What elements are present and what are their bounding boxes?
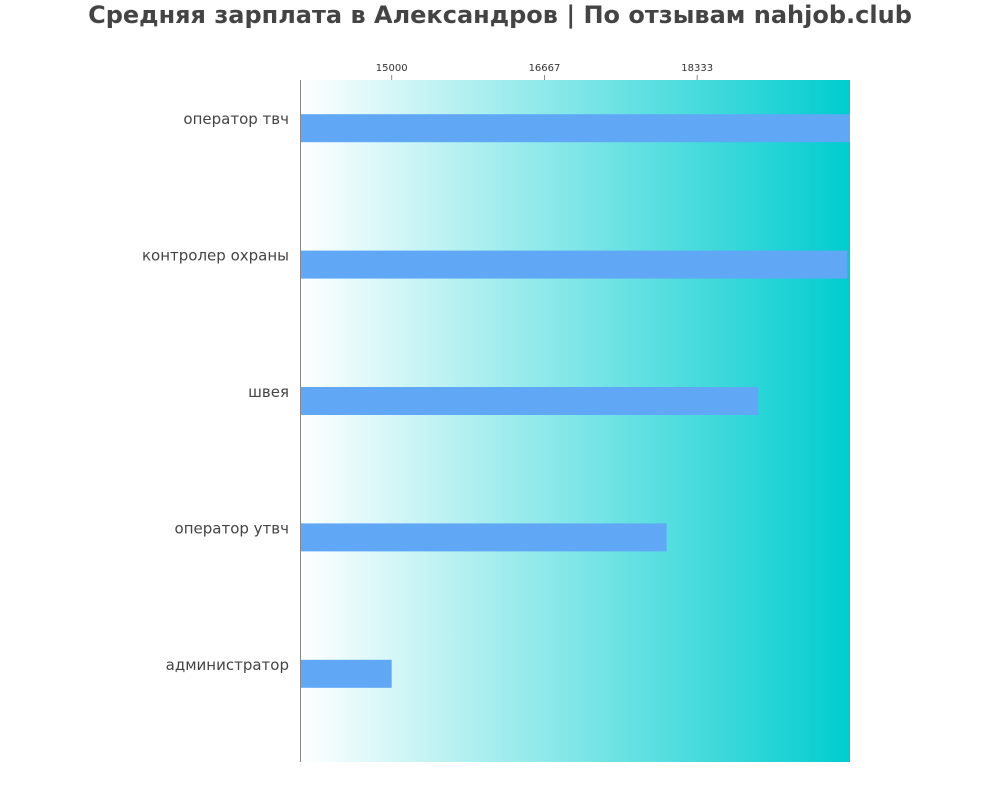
bar xyxy=(301,659,392,688)
category-label: швея xyxy=(248,383,289,401)
category-label: оператор утвч xyxy=(175,519,289,537)
x-tick-label: 15000 xyxy=(376,63,408,74)
category-label: контролер охраны xyxy=(142,247,289,265)
category-label: оператор твч xyxy=(183,110,289,128)
bar xyxy=(301,250,848,279)
bar xyxy=(301,387,759,415)
chart-title: Средняя зарплата в Александров | По отзы… xyxy=(88,1,912,29)
x-tick-label: 16667 xyxy=(529,63,561,74)
bar xyxy=(301,523,667,552)
plot-background xyxy=(300,80,850,762)
bar xyxy=(301,114,850,143)
category-label: администратор xyxy=(166,656,289,674)
x-tick-label: 18333 xyxy=(681,63,713,74)
